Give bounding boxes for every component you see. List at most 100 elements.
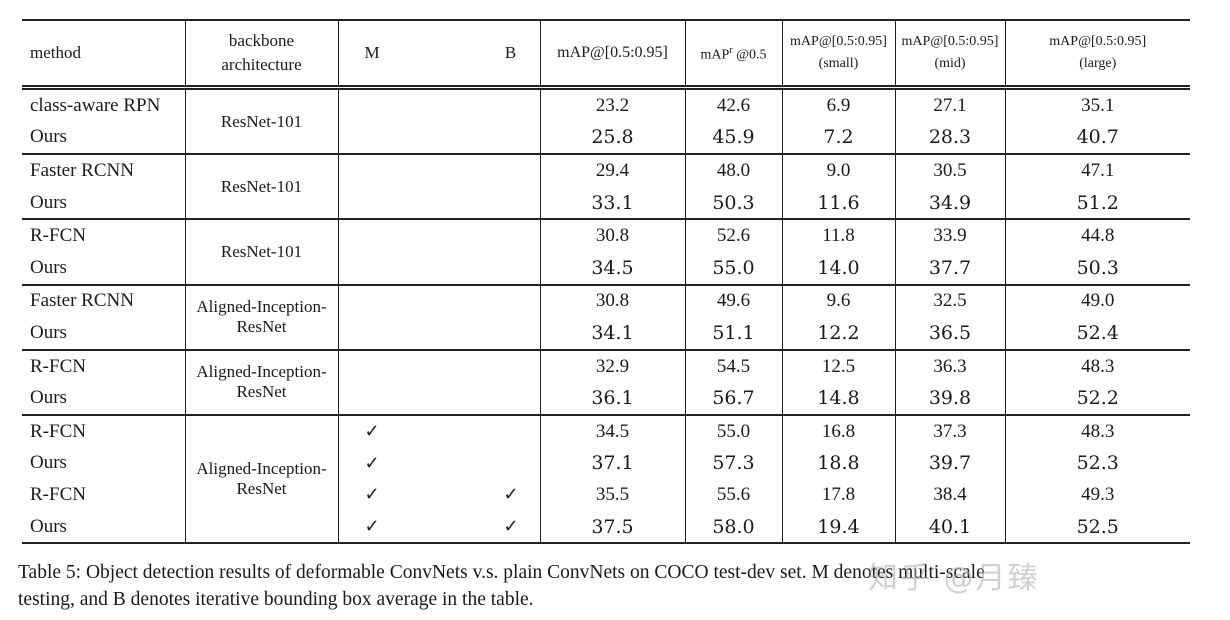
value-cell: 30.5 <box>894 154 1005 187</box>
header-method: method <box>30 43 81 62</box>
value-cell: 36.3 <box>894 349 1005 383</box>
table-row: Ours ✓ 37.1 57.3 18.8 39.7 52.3 <box>22 447 1190 480</box>
value-cell: 48.0 <box>684 154 782 187</box>
backbone-cell: Aligned-Inception-ResNet <box>184 349 338 416</box>
table-row: Ours 34.1 51.1 12.2 36.5 52.4 <box>22 317 1190 351</box>
method-cell: Faster RCNN <box>30 159 134 181</box>
value-cell: 30.8 <box>539 219 685 252</box>
value-cell: 34.9 <box>894 186 1005 221</box>
value-cell: 7.2 <box>781 121 895 156</box>
value-cell: 52.4 <box>1004 317 1190 351</box>
m-b-cell: ✓ ✓ <box>337 479 540 511</box>
value-cell: 58.0 <box>684 510 782 545</box>
header-mapr: mAPr @0.5 <box>684 20 782 88</box>
value-cell: 44.8 <box>1004 219 1190 252</box>
value-cell: 37.7 <box>894 251 1005 286</box>
header-map-small: mAP@[0.5:0.95] (small) <box>781 20 895 88</box>
value-cell: 16.8 <box>781 414 895 448</box>
table-row: Ours 33.1 50.3 11.6 34.9 51.2 <box>22 186 1190 221</box>
method-cell: Ours <box>30 452 67 474</box>
value-cell: 39.8 <box>894 382 1005 416</box>
value-cell: 12.5 <box>781 349 895 383</box>
m-check-icon: ✓ <box>364 516 380 537</box>
value-cell: 14.8 <box>781 382 895 416</box>
value-cell: 51.2 <box>1004 186 1190 221</box>
value-cell: 52.2 <box>1004 382 1190 416</box>
table-row: R-FCN Aligned-Inception-ResNet ✓ 34.5 55.0 16… <box>22 414 1190 545</box>
backbone-cell: ResNet-101 <box>184 154 338 221</box>
backbone-cell: Aligned-Inception-ResNet <box>184 414 338 545</box>
value-cell: 9.0 <box>781 154 895 187</box>
value-cell: 50.3 <box>1004 251 1190 286</box>
value-cell: 51.1 <box>684 317 782 351</box>
value-cell: 36.5 <box>894 317 1005 351</box>
value-cell: 12.2 <box>781 317 895 351</box>
value-cell: 50.3 <box>684 186 782 221</box>
value-cell: 29.4 <box>539 154 685 187</box>
value-cell: 33.9 <box>894 219 1005 252</box>
table-row: Ours 25.8 45.9 7.2 28.3 40.7 <box>22 121 1190 156</box>
value-cell: 35.1 <box>1004 87 1190 122</box>
table-row: Ours 34.5 55.0 14.0 37.7 50.3 <box>22 251 1190 286</box>
value-cell: 57.3 <box>684 447 782 480</box>
value-cell: 47.1 <box>1004 154 1190 187</box>
value-cell: 39.7 <box>894 447 1005 480</box>
method-cell: R-FCN <box>30 420 86 442</box>
table-row: R-FCN ResNet-101 30.8 52.6 11.8 33.9 44.8 <box>22 219 1190 286</box>
value-cell: 52.5 <box>1004 510 1190 545</box>
header-b: B <box>504 43 517 62</box>
table-row: Faster RCNN ResNet-101 29.4 48.0 9.0 30.5 47.1 <box>22 154 1190 221</box>
value-cell: 40.7 <box>1004 121 1190 156</box>
m-b-cell <box>337 87 540 156</box>
m-b-cell: ✓ ✓ <box>337 510 540 545</box>
table-row: class-aware RPN ResNet-101 23.2 42.6 6.9 27.1… <box>22 87 1190 156</box>
watermark: 知乎 @月臻 <box>868 561 1040 596</box>
value-cell: 30.8 <box>539 284 685 318</box>
header-backbone: backbone architecture <box>184 20 338 88</box>
value-cell: 37.5 <box>539 510 685 545</box>
header-map-large: mAP@[0.5:0.95] (large) <box>1004 20 1190 88</box>
m-check-icon: ✓ <box>364 484 380 505</box>
table-row: Faster RCNN Aligned-Inception-ResNet 30.8 4… <box>22 284 1190 351</box>
value-cell: 18.8 <box>781 447 895 480</box>
value-cell: 25.8 <box>539 121 685 156</box>
method-cell: R-FCN <box>30 483 86 505</box>
value-cell: 36.1 <box>539 382 685 416</box>
method-cell: Ours <box>22 121 185 156</box>
method-cell: Ours <box>22 186 185 221</box>
b-check-icon: ✓ <box>503 484 519 505</box>
value-cell: 17.8 <box>781 479 895 511</box>
b-check-icon <box>504 421 518 442</box>
value-cell: 48.3 <box>1004 414 1190 448</box>
method-cell: Ours <box>22 510 185 545</box>
value-cell: 55.0 <box>684 414 782 448</box>
table-caption: Table 5: Object detection results of def… <box>18 562 985 610</box>
value-cell: 23.2 <box>539 87 685 122</box>
value-cell: 37.3 <box>894 414 1005 448</box>
value-cell: 45.9 <box>684 121 782 156</box>
value-cell: 42.6 <box>684 87 782 122</box>
value-cell: 33.1 <box>539 186 685 221</box>
value-cell: 35.5 <box>539 479 685 511</box>
table-row: Ours 36.1 56.7 14.8 39.8 52.2 <box>22 382 1190 416</box>
value-cell: 40.1 <box>894 510 1005 545</box>
header-m: M <box>364 43 380 62</box>
method-cell: Faster RCNN <box>30 290 134 312</box>
method-cell: Ours <box>22 382 185 416</box>
value-cell: 14.0 <box>781 251 895 286</box>
m-b-cell <box>337 219 540 286</box>
value-cell: 28.3 <box>894 121 1005 156</box>
m-b-cell <box>337 154 540 221</box>
b-check-icon: ✓ <box>503 516 519 537</box>
method-cell: Ours <box>22 317 185 351</box>
value-cell: 34.5 <box>539 251 685 286</box>
b-check-icon <box>504 453 518 474</box>
value-cell: 49.6 <box>684 284 782 318</box>
backbone-cell: ResNet-101 <box>184 87 338 156</box>
method-cell: R-FCN <box>30 355 86 377</box>
value-cell: 9.6 <box>781 284 895 318</box>
value-cell: 52.6 <box>684 219 782 252</box>
m-check-icon: ✓ <box>364 421 380 442</box>
table-row: R-FCN Aligned-Inception-ResNet 32.9 54.5 12.… <box>22 349 1190 416</box>
